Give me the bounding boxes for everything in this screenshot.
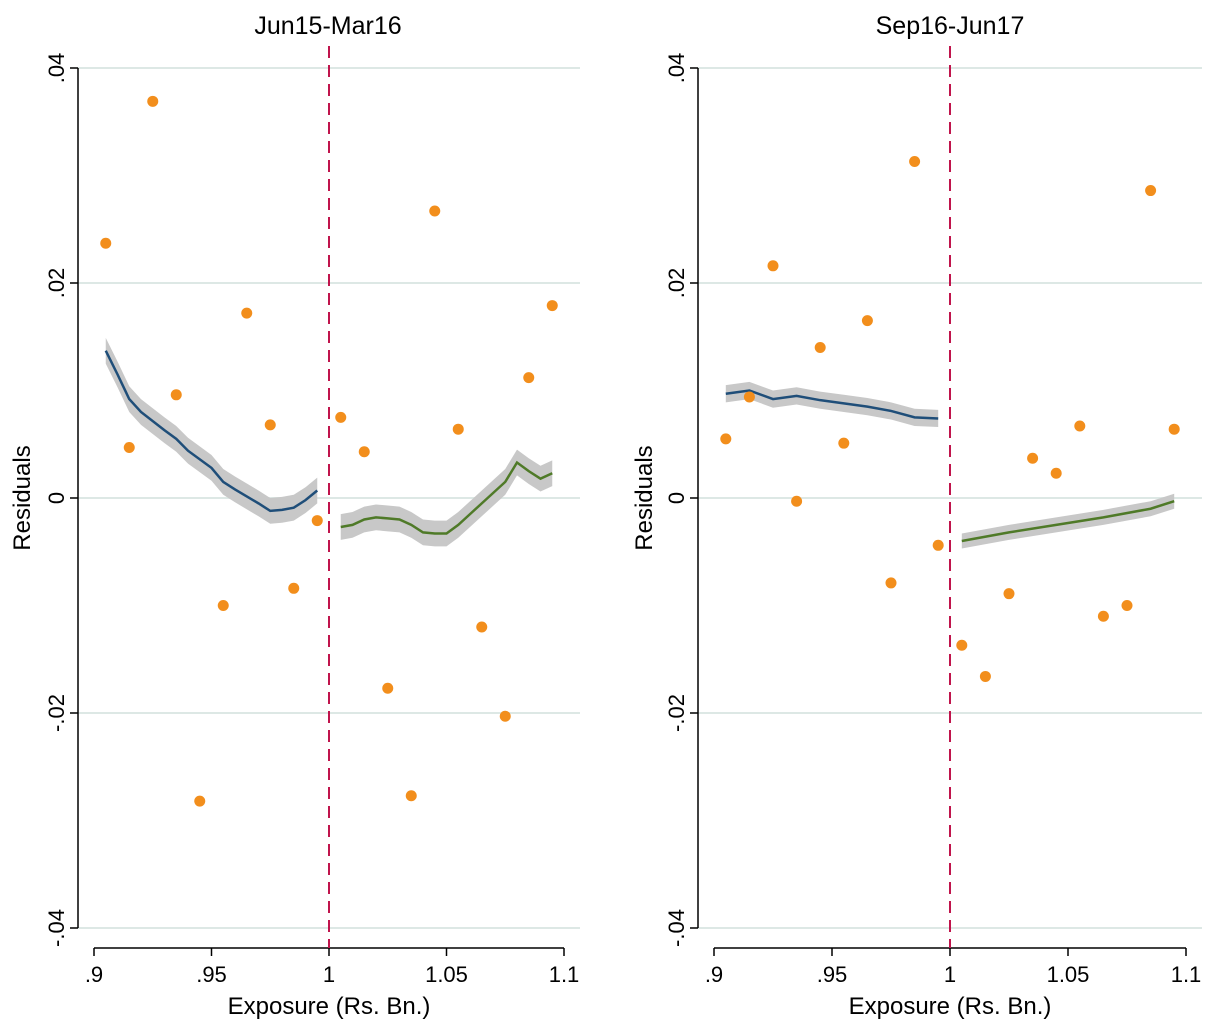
y-tick-label-3: .02 — [664, 268, 689, 299]
data-point-5 — [838, 437, 850, 449]
data-point-13 — [405, 790, 417, 802]
data-point-19 — [546, 300, 558, 312]
data-point-12 — [382, 682, 394, 694]
data-point-1 — [123, 441, 135, 453]
ci-band-right — [340, 449, 553, 547]
y-axis-title: Residuals — [631, 445, 658, 550]
data-point-18 — [523, 372, 535, 384]
ci-band-left — [105, 337, 318, 524]
data-point-3 — [170, 389, 182, 401]
x-axis-title: Exposure (Rs. Bn.) — [228, 993, 431, 1020]
x-tick-label-1: .95 — [196, 962, 227, 987]
data-point-1 — [743, 391, 755, 403]
chart-panel-2: -.04 -.02 0 .02 .04 .9 .95 1 1.05 1.1 Exposure (Rs… — [631, 12, 1202, 1020]
y-tick-label-4: .04 — [44, 53, 69, 84]
data-point-11 — [979, 670, 991, 682]
chart-panel-1: -.04 -.02 0 .02 .04 .9 .95 1 1.05 1.1 Exposure (Rs… — [9, 12, 580, 1020]
y-tick-label-3: .02 — [44, 268, 69, 299]
data-point-18 — [1145, 185, 1157, 197]
y-tick-label-1: -.02 — [664, 694, 689, 732]
fit-line-right — [961, 500, 1175, 543]
y-axis-title: Residuals — [9, 445, 36, 550]
data-point-2 — [147, 95, 159, 107]
x-tick-label-0: .9 — [705, 962, 723, 987]
data-point-5 — [217, 600, 229, 611]
x-tick-label-4: 1.1 — [1171, 962, 1202, 987]
data-point-16 — [1097, 610, 1109, 622]
data-point-17 — [1121, 600, 1133, 611]
data-point-16 — [476, 621, 488, 633]
data-point-0 — [100, 237, 112, 249]
chart-title: Sep16-Jun17 — [876, 12, 1025, 40]
data-point-12 — [1003, 588, 1015, 600]
ci-band-left — [725, 381, 939, 428]
data-point-0 — [720, 433, 732, 445]
data-point-14 — [429, 205, 441, 217]
y-tick-label-2: 0 — [44, 492, 69, 504]
data-point-10 — [956, 639, 968, 651]
x-tick-label-0: .9 — [85, 962, 103, 987]
data-point-8 — [909, 156, 921, 168]
y-tick-label-0: -.04 — [44, 909, 69, 947]
data-point-3 — [791, 495, 803, 507]
y-tick-label-4: .04 — [664, 53, 689, 84]
data-point-7 — [264, 419, 276, 431]
data-point-8 — [288, 582, 300, 594]
data-point-11 — [358, 446, 370, 458]
chart-title: Jun15-Mar16 — [254, 12, 401, 40]
y-tick-label-2: 0 — [664, 492, 689, 504]
x-axis-title: Exposure (Rs. Bn.) — [849, 993, 1052, 1020]
data-point-9 — [311, 515, 323, 527]
x-tick-label-1: .95 — [817, 962, 848, 987]
x-tick-label-2: 1 — [323, 962, 335, 987]
fit-line-right — [340, 460, 553, 535]
x-tick-label-2: 1 — [944, 962, 956, 987]
y-tick-label-1: -.02 — [44, 694, 69, 732]
y-tick-label-0: -.04 — [664, 909, 689, 947]
data-point-17 — [499, 710, 511, 722]
x-tick-label-3: 1.05 — [1047, 962, 1090, 987]
data-point-6 — [241, 307, 253, 319]
data-point-4 — [814, 342, 826, 353]
data-point-19 — [1168, 423, 1180, 435]
x-tick-label-3: 1.05 — [425, 962, 468, 987]
data-point-4 — [194, 795, 206, 807]
fit-line-left — [725, 389, 939, 420]
x-tick-label-4: 1.1 — [549, 962, 580, 987]
data-point-10 — [335, 411, 347, 423]
data-point-6 — [861, 315, 873, 327]
ci-band-right — [961, 493, 1175, 549]
data-point-14 — [1050, 467, 1062, 479]
data-point-7 — [885, 577, 897, 589]
data-point-15 — [452, 423, 464, 435]
fit-line-left — [104, 350, 319, 513]
data-point-2 — [767, 260, 779, 272]
data-point-15 — [1074, 420, 1086, 432]
data-point-9 — [932, 539, 944, 551]
data-point-13 — [1027, 452, 1039, 464]
